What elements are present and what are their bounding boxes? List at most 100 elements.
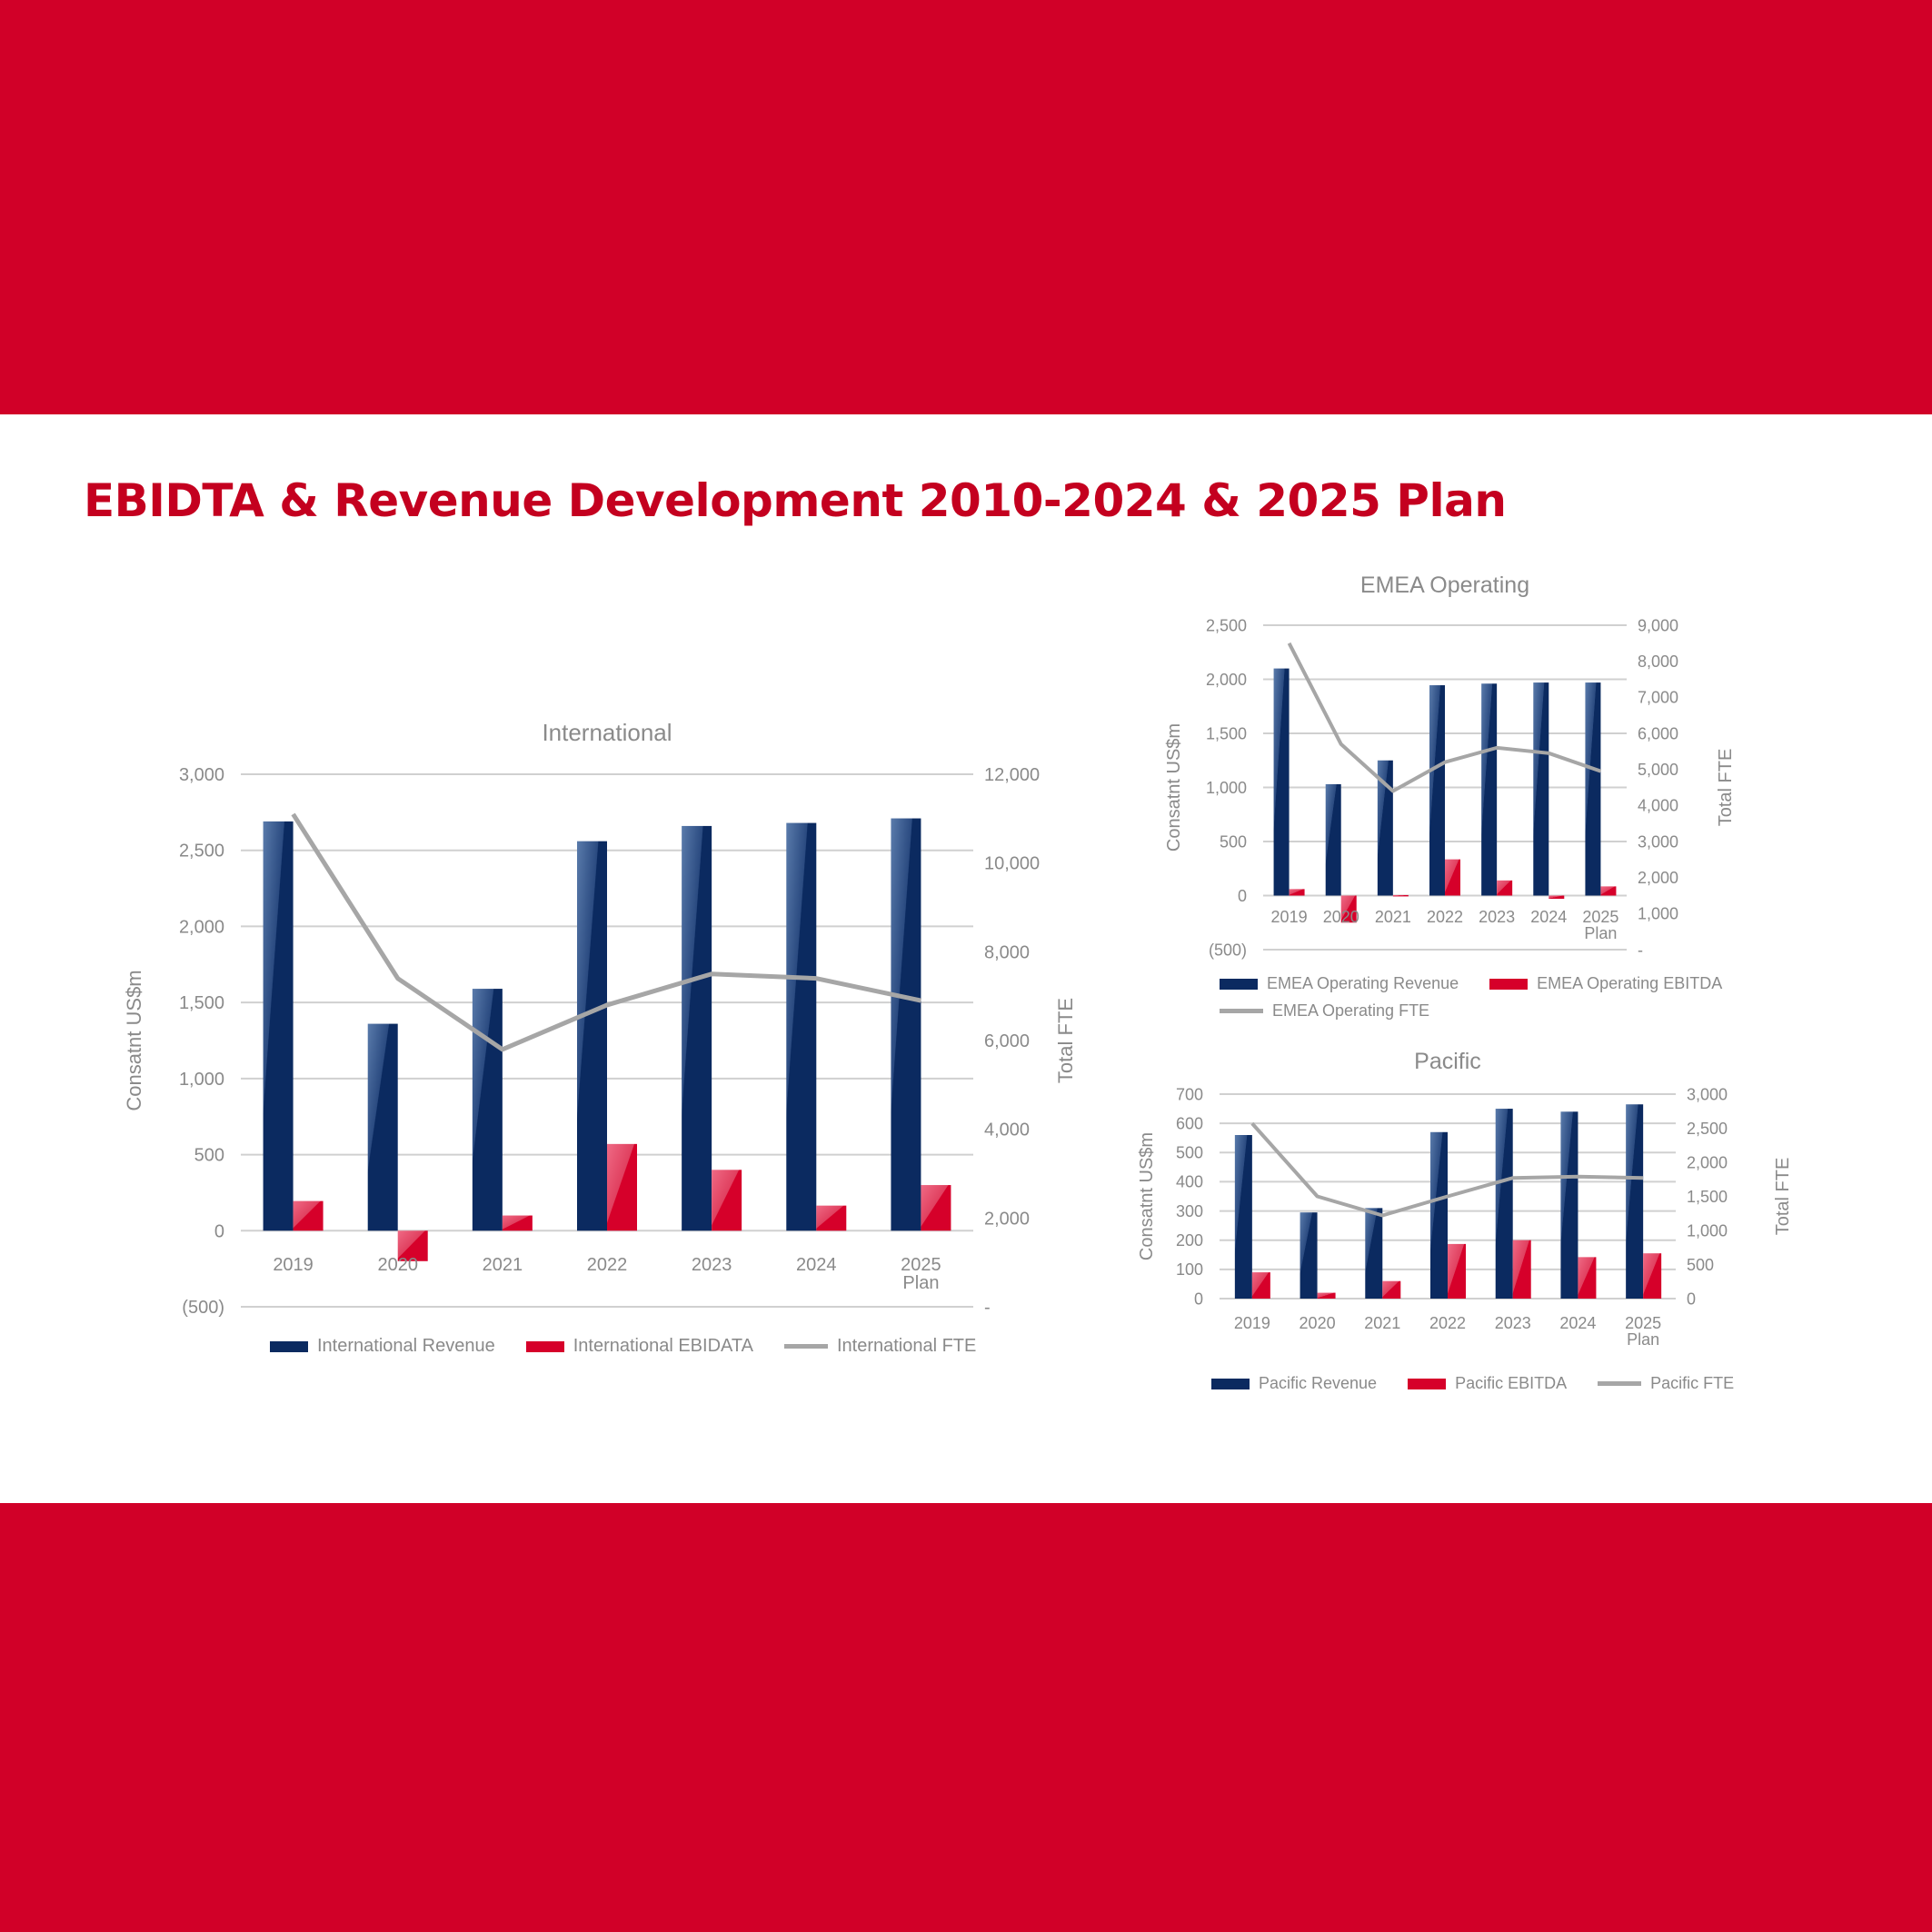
legend-color-swatch: [1220, 978, 1258, 990]
content-panel: [0, 414, 1932, 1503]
ebitda-bar: [1549, 895, 1565, 900]
ebitda-bar: [1578, 1257, 1597, 1299]
legend-item: International FTE: [783, 1336, 977, 1357]
y2-tick-label: 0: [1687, 1290, 1696, 1308]
y-tick-label: 2,500: [179, 842, 224, 861]
x-tick-label: 2019: [1271, 908, 1308, 926]
legend-label: International FTE: [836, 1336, 977, 1356]
x-tick-label-part: 2022: [587, 1255, 628, 1275]
x-tick-label-part: Plan: [1584, 924, 1617, 942]
x-tick-label: 2022: [1427, 908, 1463, 926]
ebitda-bar: [1448, 1243, 1466, 1299]
legend-label: Pacific EBITDA: [1455, 1374, 1568, 1392]
legend-label: Pacific Revenue: [1259, 1374, 1378, 1392]
ebitda-bar: [712, 1170, 742, 1231]
y2-tick-label: -: [1638, 941, 1643, 959]
ebitda-bar: [1600, 886, 1617, 896]
y2-tick-label: 1,000: [1687, 1221, 1728, 1240]
legend-label: EMEA Operating Revenue: [1267, 974, 1459, 992]
x-tick-label: 2025 Plan: [901, 1255, 941, 1293]
x-tick-label-part: 2023: [1479, 908, 1515, 926]
y2-tick-label: 7,000: [1638, 689, 1678, 707]
legend-color-swatch: [1408, 1378, 1447, 1389]
ebitda-bar: [1643, 1253, 1662, 1299]
x-tick-label: 2021: [483, 1255, 523, 1275]
revenue-bar: [1585, 682, 1601, 896]
y2-tick-label: 2,500: [1687, 1120, 1728, 1138]
fte-line: [1250, 1121, 1644, 1218]
legend-line-swatch: [1220, 1009, 1263, 1013]
x-tick-label-part: 2023: [1495, 1314, 1531, 1332]
legend-item: International EBIDATA: [525, 1336, 753, 1357]
x-tick-label-part: 2025: [1625, 1314, 1661, 1332]
y2-tick-label: 1,000: [1638, 905, 1678, 923]
y2-axis-title: Total FTE: [1773, 1158, 1793, 1236]
legend-item: EMEA Operating FTE: [1220, 1001, 1429, 1021]
legend-item: EMEA Operating EBITDA: [1489, 974, 1722, 993]
x-tick-label-part: 2020: [377, 1255, 418, 1275]
x-tick-label-part: 2023: [692, 1255, 732, 1275]
ebitda-bar: [1340, 895, 1357, 923]
revenue-bar: [263, 821, 294, 1231]
revenue-bar: [1560, 1111, 1578, 1299]
y-tick-label: 700: [1176, 1085, 1203, 1103]
y-tick-label: 600: [1176, 1114, 1203, 1132]
y2-tick-label: 3,000: [1638, 832, 1678, 851]
x-tick-label: 2024: [796, 1255, 837, 1275]
y-tick-label: 0: [214, 1221, 224, 1241]
y2-tick-label: 9,000: [1638, 616, 1678, 634]
legend-label: EMEA Operating FTE: [1272, 1001, 1430, 1020]
x-tick-label-part: 2021: [1375, 908, 1411, 926]
y2-tick-label: -: [984, 1298, 991, 1318]
x-tick-label: 2022: [587, 1255, 628, 1275]
y-tick-label: 3,000: [179, 765, 224, 785]
x-tick-label: 2021: [1375, 908, 1411, 926]
x-tick-label: 2021: [1364, 1314, 1400, 1332]
y-tick-label: 100: [1176, 1260, 1203, 1279]
x-tick-label: 2022: [1429, 1314, 1466, 1332]
revenue-bar: [1430, 1131, 1448, 1299]
y2-tick-label: 8,000: [984, 942, 1030, 962]
revenue-bar: [367, 1023, 398, 1231]
y-axis-title: Consatnt US$m: [1137, 1132, 1157, 1260]
ebitda-bar: [1289, 889, 1305, 896]
x-tick-label-part: 2025: [901, 1255, 941, 1275]
x-tick-label-part: Plan: [902, 1273, 939, 1293]
y-tick-label: 500: [194, 1146, 224, 1166]
legend-item: EMEA Operating Revenue: [1220, 974, 1459, 993]
chart-legend: EMEA Operating Revenue EMEA Operating EBI…: [1220, 974, 1753, 993]
legend-item: Pacific FTE: [1598, 1374, 1734, 1393]
legend-label: International Revenue: [317, 1336, 495, 1356]
legend-label: Pacific FTE: [1650, 1374, 1735, 1392]
x-tick-label: 2019: [273, 1255, 314, 1275]
x-tick-label-part: 2021: [1364, 1314, 1400, 1332]
legend-color-swatch: [1489, 978, 1529, 990]
ebitda-bar: [816, 1205, 847, 1231]
y-tick-label: 0: [1238, 887, 1247, 905]
revenue-bar: [1273, 668, 1290, 896]
revenue-bar: [1533, 682, 1549, 896]
y-tick-label: 500: [1176, 1144, 1203, 1162]
ebitda-bar: [1512, 1240, 1531, 1299]
x-tick-label-part: 2022: [1427, 908, 1463, 926]
revenue-bar: [1377, 760, 1393, 896]
x-tick-label: 2020: [377, 1255, 418, 1275]
legend-item: Pacific EBITDA: [1408, 1374, 1567, 1393]
x-tick-label-part: 2021: [483, 1255, 523, 1275]
y-tick-label: 2,500: [1206, 616, 1247, 634]
y-axis-title: Consatnt US$m: [1164, 723, 1184, 851]
x-tick-label: 2023: [692, 1255, 732, 1275]
ebitda-bar: [502, 1215, 533, 1231]
ebitda-bar: [607, 1143, 637, 1231]
y-tick-label: 1,500: [1206, 724, 1247, 742]
legend-item: Pacific Revenue: [1211, 1374, 1377, 1393]
x-tick-label: 2020: [1323, 908, 1359, 926]
y2-tick-label: 2,000: [1638, 869, 1678, 887]
revenue-bar: [786, 822, 817, 1231]
y-tick-label: 2,000: [1206, 671, 1247, 689]
x-tick-label-part: 2024: [796, 1255, 837, 1275]
y2-tick-label: 2,000: [984, 1209, 1030, 1229]
ebitda-bar: [1497, 880, 1513, 896]
revenue-bar: [1495, 1109, 1513, 1299]
